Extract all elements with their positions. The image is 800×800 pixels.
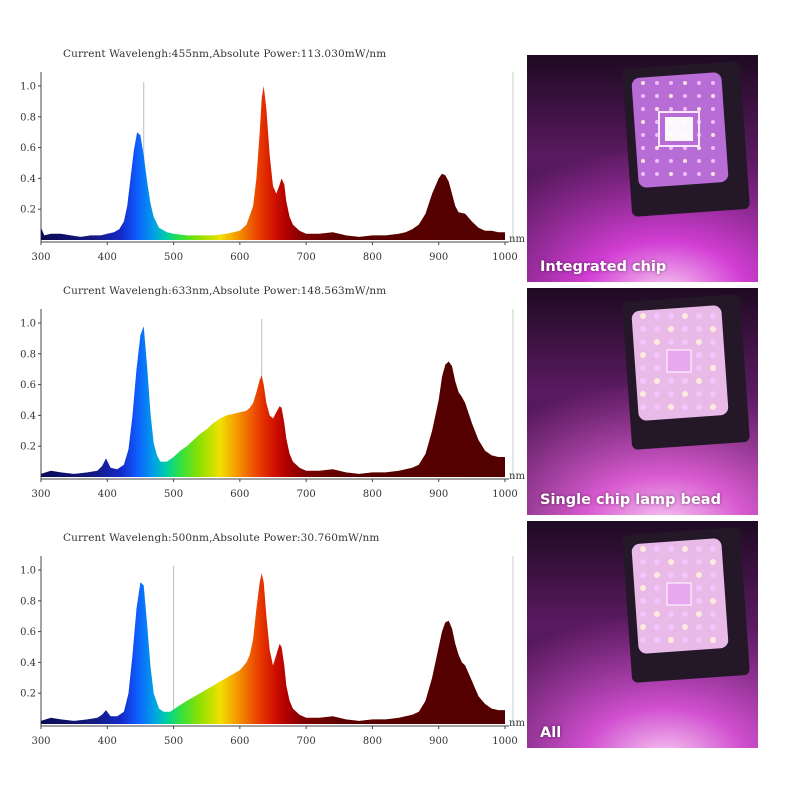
chart-title: Current Wavelengh:633nm,Absolute Power:1… [63, 285, 387, 297]
y-tick-label: 0.6 [20, 143, 36, 154]
axes [38, 72, 514, 245]
spectrum-chart-single-chip: Current Wavelengh:633nm,Absolute Power:1… [0, 281, 525, 521]
x-axis-unit: nm [509, 234, 525, 245]
spectrum-area [41, 573, 505, 724]
y-tick-label: 0.2 [20, 689, 36, 700]
x-tick-label: 1000 [492, 489, 517, 500]
y-tick-label: 1.0 [20, 82, 36, 93]
y-tick-label: 0.8 [20, 112, 36, 123]
x-tick-label: 500 [164, 489, 183, 500]
y-tick-label: 0.8 [20, 349, 36, 360]
x-tick-label: 1000 [492, 252, 517, 263]
x-tick-label: 1000 [492, 736, 517, 747]
grow-light-panel [622, 294, 750, 450]
y-tick-label: 0.2 [20, 442, 36, 453]
spectrum-area [41, 86, 505, 240]
photo-integrated-chip: Integrated chip [527, 55, 758, 282]
y-tick-label: 0.6 [20, 380, 36, 391]
x-axis-unit: nm [509, 471, 525, 482]
x-tick-label: 300 [31, 489, 50, 500]
x-tick-label: 600 [230, 736, 249, 747]
y-tick-label: 0.8 [20, 596, 36, 607]
x-tick-label: 300 [31, 252, 50, 263]
y-tick-label: 0.4 [20, 658, 36, 669]
x-tick-label: 700 [297, 736, 316, 747]
y-tick-label: 0.2 [20, 205, 36, 216]
x-tick-label: 400 [98, 252, 117, 263]
x-tick-label: 500 [164, 252, 183, 263]
x-tick-label: 700 [297, 252, 316, 263]
spectrum-area [41, 326, 505, 477]
lamp-photo [527, 55, 758, 282]
grow-light-panel [622, 527, 750, 683]
x-tick-label: 600 [230, 489, 249, 500]
x-tick-label: 800 [363, 736, 382, 747]
y-tick-label: 1.0 [20, 319, 36, 330]
x-tick-label: 800 [363, 489, 382, 500]
spectrum-plot: 300 400 500 600 700 800 900 1000 0.2 0.4 0.6 0.8 1.0… [20, 556, 525, 747]
x-tick-label: 400 [98, 489, 117, 500]
x-tick-label: 400 [98, 736, 117, 747]
x-tick-label: 900 [429, 736, 448, 747]
y-tick-label: 1.0 [20, 566, 36, 577]
y-tick-label: 0.6 [20, 627, 36, 638]
spectrum-chart-integrated-chip: Current Wavelengh:455nm,Absolute Power:1… [0, 44, 525, 284]
photo-single-chip-lamp-bead: Single chip lamp bead [527, 288, 758, 515]
x-tick-label: 500 [164, 736, 183, 747]
photo-label: All [540, 725, 562, 741]
photo-all: All [527, 521, 758, 748]
lamp-photo [527, 521, 758, 748]
x-tick-label: 900 [429, 252, 448, 263]
chart-title: Current Wavelengh:455nm,Absolute Power:1… [63, 48, 387, 60]
photo-label: Single chip lamp bead [540, 492, 721, 508]
x-axis-unit: nm [509, 718, 525, 729]
y-tick-label: 0.4 [20, 174, 36, 185]
spectrum-plot: 300 400 500 600 700 800 900 1000 0.2 0.4 0.6 0.8 1.0… [20, 309, 525, 500]
x-tick-label: 900 [429, 489, 448, 500]
x-tick-label: 700 [297, 489, 316, 500]
photo-label: Integrated chip [540, 259, 667, 275]
spectrum-chart-all: Current Wavelengh:500nm,Absolute Power:3… [0, 528, 525, 768]
spectrum-plot: 300 400 500 600 700 800 900 1000 0.2 0.4 0.6 0.8 1.0… [20, 72, 525, 263]
axes [38, 556, 514, 729]
x-tick-label: 600 [230, 252, 249, 263]
chart-title: Current Wavelengh:500nm,Absolute Power:3… [63, 532, 380, 544]
axes [38, 309, 514, 482]
grow-light-panel [622, 61, 750, 217]
lamp-photo [527, 288, 758, 515]
y-tick-label: 0.4 [20, 411, 36, 422]
x-tick-label: 800 [363, 252, 382, 263]
x-tick-label: 300 [31, 736, 50, 747]
